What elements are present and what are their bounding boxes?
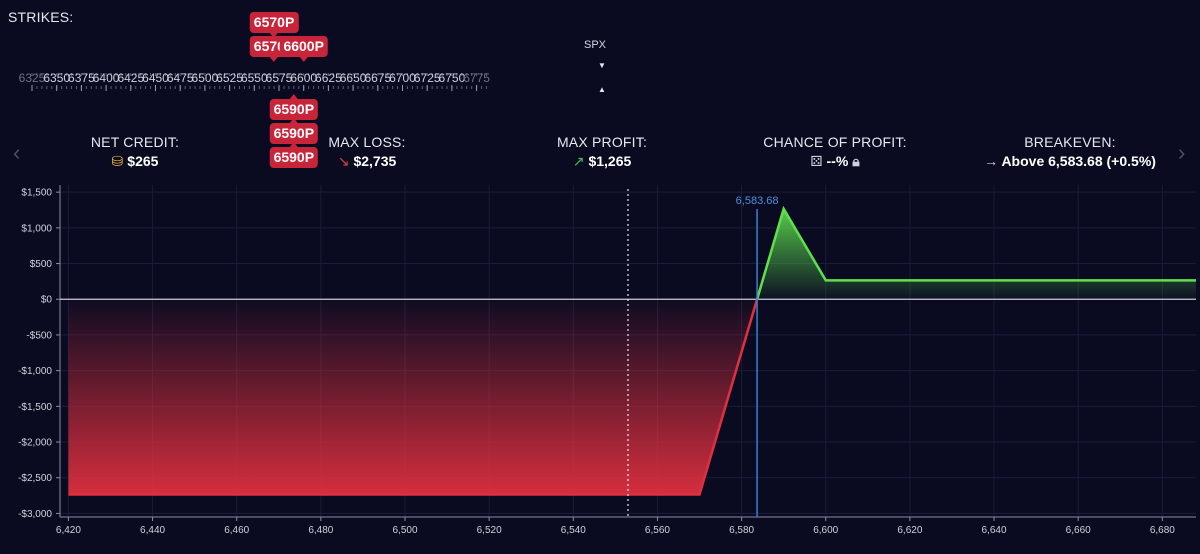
net-credit-label: NET CREDIT: bbox=[90, 134, 180, 150]
ruler-tick-label[interactable]: 6550 bbox=[241, 71, 268, 85]
y-tick-label: $0 bbox=[41, 295, 53, 306]
net-credit-value: $265 bbox=[127, 153, 159, 169]
pnl-chart[interactable]: $1,500 $1,000 $500 $0 -$500 -$1,000 -$1,500 -$2… bbox=[0, 185, 1200, 554]
max-profit-label: MAX PROFIT: bbox=[556, 134, 648, 150]
coins-icon: ⛁ bbox=[111, 153, 124, 169]
x-tick-label: 6,560 bbox=[645, 525, 670, 536]
prev-chevron-icon[interactable]: ‹ bbox=[13, 140, 21, 165]
strike-badge-6590p[interactable]: 6590P bbox=[269, 142, 319, 168]
breakeven-prefix: Above bbox=[1001, 153, 1045, 169]
ruler-tick-label[interactable]: 6750 bbox=[439, 71, 466, 85]
x-tick-label: 6,440 bbox=[140, 525, 165, 536]
strikes-title: STRIKES: bbox=[8, 9, 74, 25]
strike-ruler[interactable]: 6325635063756400642564506475650065256550… bbox=[0, 60, 1200, 96]
loss-line bbox=[68, 298, 759, 496]
ruler-tick-label[interactable]: 6450 bbox=[142, 71, 169, 85]
y-tick-label: -$3,000 bbox=[18, 509, 52, 520]
arrow-up-right-icon: ↗ bbox=[572, 153, 585, 169]
x-tick-label: 6,480 bbox=[308, 525, 333, 536]
ruler-tick-label[interactable]: 6325 bbox=[19, 71, 46, 85]
ruler-tick-label[interactable]: 6375 bbox=[68, 71, 95, 85]
max-loss-stat: MAX LOSS: ↘ $2,735 bbox=[292, 134, 442, 170]
strike-badge-6590p[interactable]: 6590P bbox=[269, 118, 319, 144]
ruler-tick-label[interactable]: 6775 bbox=[463, 71, 490, 85]
strike-badge-6570p[interactable]: 6570P bbox=[249, 12, 299, 38]
x-tick-label: 6,420 bbox=[56, 525, 81, 536]
max-profit-value: $1,265 bbox=[588, 153, 632, 169]
ruler-tick-label[interactable]: 6600 bbox=[290, 71, 317, 85]
chance-of-profit-stat: CHANCE OF PROFIT: ⚄ --% 🔒︎ bbox=[740, 134, 930, 170]
ruler-tick-label[interactable]: 6425 bbox=[117, 71, 144, 85]
x-tick-label: 6,520 bbox=[477, 525, 502, 536]
y-tick-label: $1,000 bbox=[21, 223, 52, 234]
breakeven-label: BREAKEVEN: bbox=[1024, 134, 1116, 150]
ruler-tick-label[interactable]: 6350 bbox=[43, 71, 70, 85]
strike-badge-6590p[interactable]: 6590P bbox=[269, 94, 319, 120]
max-loss-label: MAX LOSS: bbox=[328, 134, 406, 150]
x-tick-label: 6,500 bbox=[392, 525, 417, 536]
ruler-tick-label[interactable]: 6500 bbox=[192, 71, 219, 85]
y-tick-label: -$1,000 bbox=[18, 366, 52, 377]
lock-icon[interactable]: 🔒︎ bbox=[852, 153, 860, 169]
max-profit-stat: MAX PROFIT: ↗ $1,265 bbox=[527, 134, 677, 170]
x-tick-label: 6,680 bbox=[1150, 525, 1175, 536]
spx-label: SPX bbox=[584, 39, 607, 51]
breakeven-line-label: 6,583.68 bbox=[736, 195, 779, 207]
next-chevron-icon[interactable]: › bbox=[1178, 140, 1186, 165]
ruler-tick-label[interactable]: 6525 bbox=[216, 71, 243, 85]
y-tick-label: -$2,500 bbox=[18, 473, 52, 484]
y-tick-label: $500 bbox=[30, 259, 53, 270]
x-tick-label: 6,660 bbox=[1066, 525, 1091, 536]
x-tick-label: 6,620 bbox=[897, 525, 922, 536]
x-tick-label: 6,540 bbox=[561, 525, 586, 536]
x-tick-label: 6,640 bbox=[982, 525, 1007, 536]
y-tick-label: -$500 bbox=[26, 330, 52, 341]
profit-line bbox=[755, 205, 1196, 300]
ruler-tick-label[interactable]: 6650 bbox=[340, 71, 367, 85]
x-tick-label: 6,600 bbox=[813, 525, 838, 536]
breakeven-stat: BREAKEVEN: → Above 6,583.68 (+0.5%) bbox=[960, 134, 1180, 169]
arrow-down-right-icon: ↘ bbox=[337, 153, 350, 169]
profit-area bbox=[757, 208, 1196, 300]
max-loss-value: $2,735 bbox=[353, 153, 397, 169]
spx-marker-top-icon: ▼ bbox=[598, 61, 606, 70]
dice-icon: ⚄ bbox=[810, 153, 823, 169]
spx-marker-bottom-icon: ▲ bbox=[598, 85, 606, 94]
x-tick-label: 6,460 bbox=[224, 525, 249, 536]
chance-of-profit-value: --% bbox=[826, 153, 849, 169]
ruler-tick-label[interactable]: 6725 bbox=[414, 71, 441, 85]
ruler-tick-label[interactable]: 6700 bbox=[389, 71, 416, 85]
chance-of-profit-label: CHANCE OF PROFIT: bbox=[763, 134, 907, 150]
breakeven-value: 6,583.68 bbox=[1048, 153, 1103, 169]
ruler-tick-label[interactable]: 6475 bbox=[167, 71, 194, 85]
arrow-right-icon: → bbox=[984, 153, 999, 169]
loss-area bbox=[68, 299, 758, 495]
ruler-tick-label[interactable]: 6575 bbox=[266, 71, 293, 85]
y-tick-label: -$1,500 bbox=[18, 402, 52, 413]
y-tick-label: -$2,000 bbox=[18, 438, 52, 449]
ruler-tick-label[interactable]: 6400 bbox=[93, 71, 120, 85]
strike-badge-6600p[interactable]: 6600P bbox=[279, 36, 328, 62]
net-credit-stat: NET CREDIT: ⛁ $265 bbox=[60, 134, 210, 170]
ruler-tick-label[interactable]: 6675 bbox=[364, 71, 391, 85]
breakeven-suffix: (+0.5%) bbox=[1106, 153, 1156, 169]
y-tick-label: $1,500 bbox=[21, 188, 52, 199]
x-tick-label: 6,580 bbox=[729, 525, 754, 536]
ruler-tick-label[interactable]: 6625 bbox=[315, 71, 342, 85]
